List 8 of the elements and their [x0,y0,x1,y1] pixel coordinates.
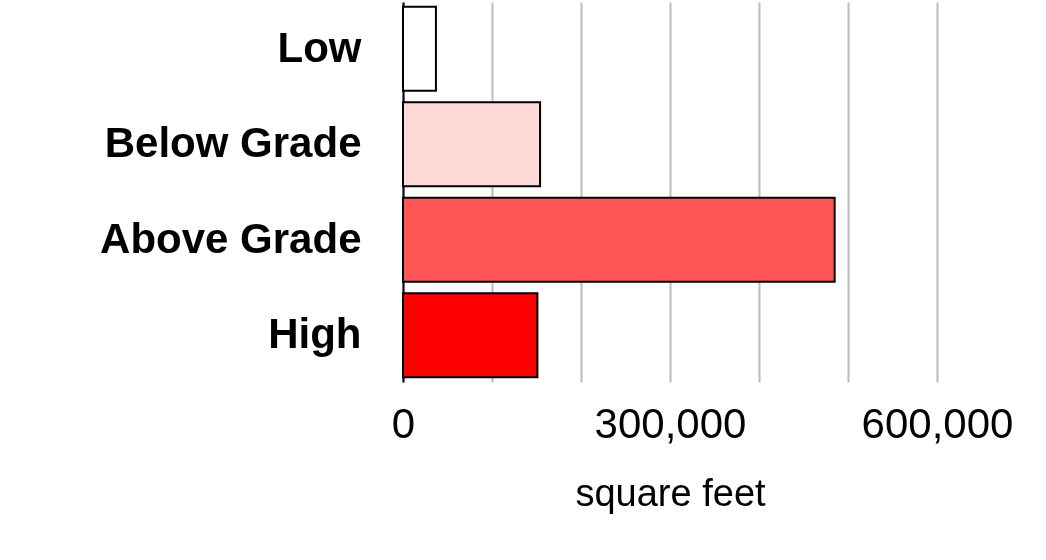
y-tick-label: High [268,310,362,358]
y-tick-label: Above Grade [100,214,362,262]
y-tick-label: Below Grade [104,119,362,167]
x-tick-label: 600,000 [861,399,1014,447]
y-tick-label: Low [277,23,362,71]
x-tick-label: 300,000 [594,399,747,447]
x-axis-title: square feet [575,471,766,514]
x-tick-label: 0 [391,399,416,447]
